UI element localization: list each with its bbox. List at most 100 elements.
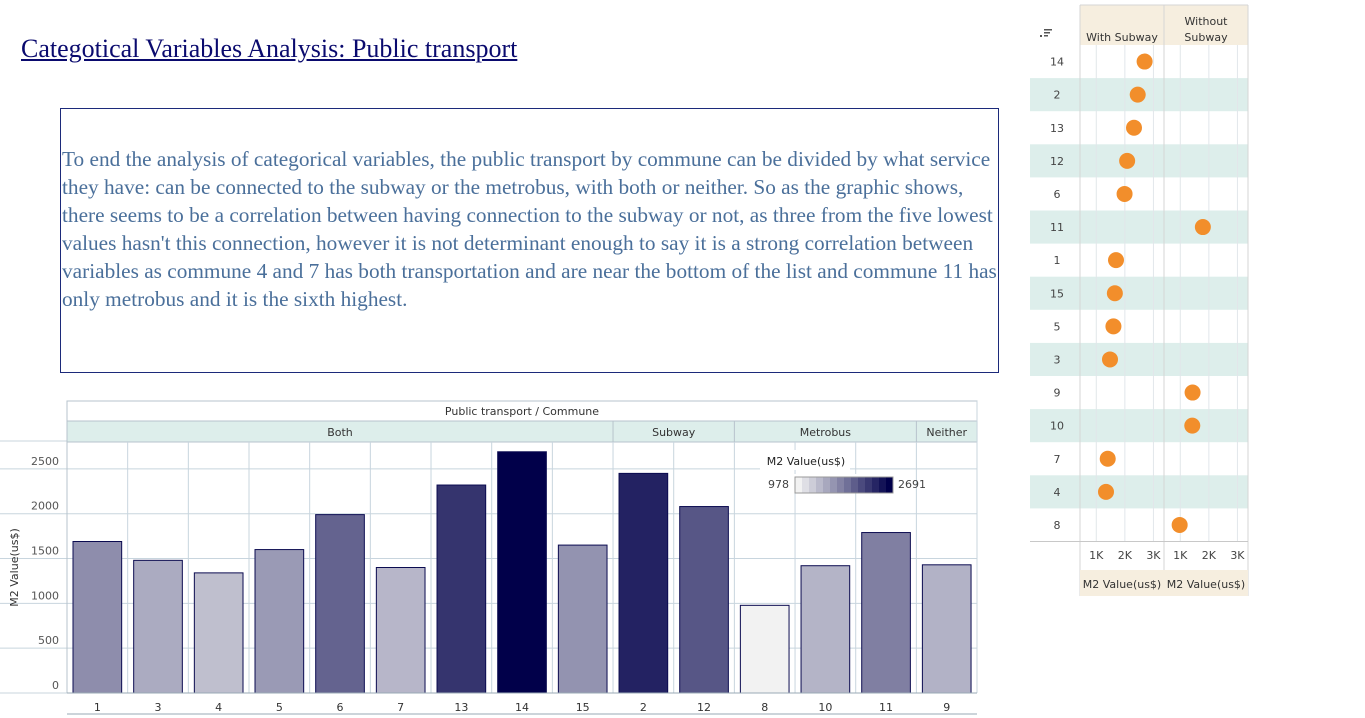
x-tick-label: 13 xyxy=(454,701,468,714)
y-tick-label: 2000 xyxy=(31,500,59,513)
point-commune-4[interactable] xyxy=(1098,483,1114,500)
x-tick-label: 3K xyxy=(1230,549,1245,562)
point-commune-14[interactable] xyxy=(1136,53,1153,70)
bar-commune-9[interactable] xyxy=(921,564,972,694)
legend-swatch xyxy=(795,477,803,493)
point-commune-1[interactable] xyxy=(1108,252,1124,269)
row-label-commune-13: 13 xyxy=(1050,122,1064,135)
x-tick-label: 5 xyxy=(276,701,283,714)
bar-commune-3[interactable] xyxy=(133,559,183,694)
y-axis-label: M2 Value(us$) xyxy=(8,528,21,606)
point-commune-10[interactable] xyxy=(1184,417,1201,434)
bar-commune-8[interactable] xyxy=(739,604,790,694)
bar-commune-15[interactable] xyxy=(557,544,608,694)
chart-title: Public transport / Commune xyxy=(445,405,599,418)
bar-commune-4[interactable] xyxy=(193,572,244,694)
legend-swatch xyxy=(851,477,859,493)
group-label-neither: Neither xyxy=(926,426,967,439)
point-commune-13[interactable] xyxy=(1126,119,1142,136)
page-title: Categotical Variables Analysis: Public t… xyxy=(21,34,518,63)
point-commune-6[interactable] xyxy=(1116,185,1133,202)
x-tick-label: 2K xyxy=(1118,549,1133,562)
y-tick-label: 1000 xyxy=(31,589,59,602)
bar-commune-14[interactable] xyxy=(497,451,547,694)
x-tick-label: 4 xyxy=(215,701,222,714)
legend-title: M2 Value(us$) xyxy=(767,455,845,468)
sort-descending-icon xyxy=(1044,29,1052,31)
legend-swatch xyxy=(886,477,894,493)
x-tick-label: 3K xyxy=(1146,549,1161,562)
x-tick-label: 8 xyxy=(761,701,768,714)
point-commune-11[interactable] xyxy=(1194,219,1211,236)
point-commune-9[interactable] xyxy=(1184,384,1201,401)
y-tick-label: 2500 xyxy=(31,455,59,468)
y-tick-label: 0 xyxy=(52,679,59,692)
x-tick-label: 2 xyxy=(640,701,647,714)
x-tick-label: 1 xyxy=(94,701,101,714)
point-commune-7[interactable] xyxy=(1099,450,1116,467)
bar-commune-12[interactable] xyxy=(679,506,729,694)
legend-swatch xyxy=(879,477,887,493)
legend-min-label: 978 xyxy=(768,478,789,491)
x-tick-label: 12 xyxy=(697,701,711,714)
sort-descending-icon xyxy=(1044,35,1048,37)
description-text: To end the analysis of categorical varia… xyxy=(62,147,997,311)
row-band xyxy=(1030,276,1248,310)
legend-swatch xyxy=(809,477,817,493)
group-label-subway: Subway xyxy=(652,426,696,439)
x-axis-label-with-subway: M2 Value(us$) xyxy=(1083,578,1161,591)
bar-commune-11[interactable] xyxy=(861,532,911,694)
x-tick-label: 10 xyxy=(818,701,832,714)
row-label-commune-8: 8 xyxy=(1054,519,1061,532)
x-tick-label: 9 xyxy=(943,701,950,714)
x-axis-label-bg xyxy=(1080,570,1248,596)
row-label-commune-12: 12 xyxy=(1050,155,1064,168)
x-tick-label: 7 xyxy=(397,701,404,714)
point-commune-2[interactable] xyxy=(1129,86,1146,103)
legend-swatch xyxy=(802,477,810,493)
x-tick-label: 11 xyxy=(879,701,893,714)
bar-commune-1[interactable] xyxy=(72,541,123,694)
row-label-commune-10: 10 xyxy=(1050,420,1064,433)
legend-bg xyxy=(760,450,850,470)
bar-commune-10[interactable] xyxy=(800,565,851,694)
bar-commune-2[interactable] xyxy=(618,472,669,694)
bar-chart: Public transport / Commune 0 500 1000 1500 20… xyxy=(0,400,978,715)
legend-swatch xyxy=(823,477,831,493)
row-label-commune-7: 7 xyxy=(1054,453,1061,466)
panel-label-without-subway-2: Subway xyxy=(1184,31,1228,44)
group-label-both: Both xyxy=(327,426,353,439)
legend-swatch xyxy=(837,477,845,493)
row-label-commune-15: 15 xyxy=(1050,287,1064,300)
row-label-commune-14: 14 xyxy=(1050,56,1064,69)
bar-commune-6[interactable] xyxy=(315,514,365,694)
row-band xyxy=(1030,144,1248,178)
legend-swatch xyxy=(858,477,866,493)
legend-swatch xyxy=(830,477,838,493)
row-label-commune-1: 1 xyxy=(1054,254,1061,267)
bar-commune-13[interactable] xyxy=(436,484,487,694)
row-label-commune-6: 6 xyxy=(1054,188,1061,201)
bar-commune-7[interactable] xyxy=(375,567,426,694)
bar-commune-5[interactable] xyxy=(254,549,305,694)
legend-swatch xyxy=(816,477,824,493)
dot-plot: With SubwayWithoutSubway1421312611115539… xyxy=(1030,4,1249,596)
x-tick-label: 14 xyxy=(515,701,529,714)
point-commune-8[interactable] xyxy=(1171,516,1188,533)
row-band xyxy=(1030,342,1248,376)
x-tick-label: 3 xyxy=(155,701,162,714)
row-label-commune-9: 9 xyxy=(1054,387,1061,400)
point-commune-12[interactable] xyxy=(1119,152,1136,169)
point-commune-3[interactable] xyxy=(1102,351,1118,368)
x-tick-label: 1K xyxy=(1173,549,1188,562)
sort-descending-icon[interactable] xyxy=(1040,35,1042,37)
row-band xyxy=(1030,409,1248,443)
legend-swatch xyxy=(872,477,880,493)
x-tick-label: 1K xyxy=(1089,549,1104,562)
group-label-metrobus: Metrobus xyxy=(800,426,852,439)
point-commune-15[interactable] xyxy=(1106,285,1123,302)
description-box: To end the analysis of categorical varia… xyxy=(60,108,999,373)
sort-descending-icon xyxy=(1044,32,1050,34)
legend-swatch xyxy=(865,477,873,493)
point-commune-5[interactable] xyxy=(1105,318,1122,335)
